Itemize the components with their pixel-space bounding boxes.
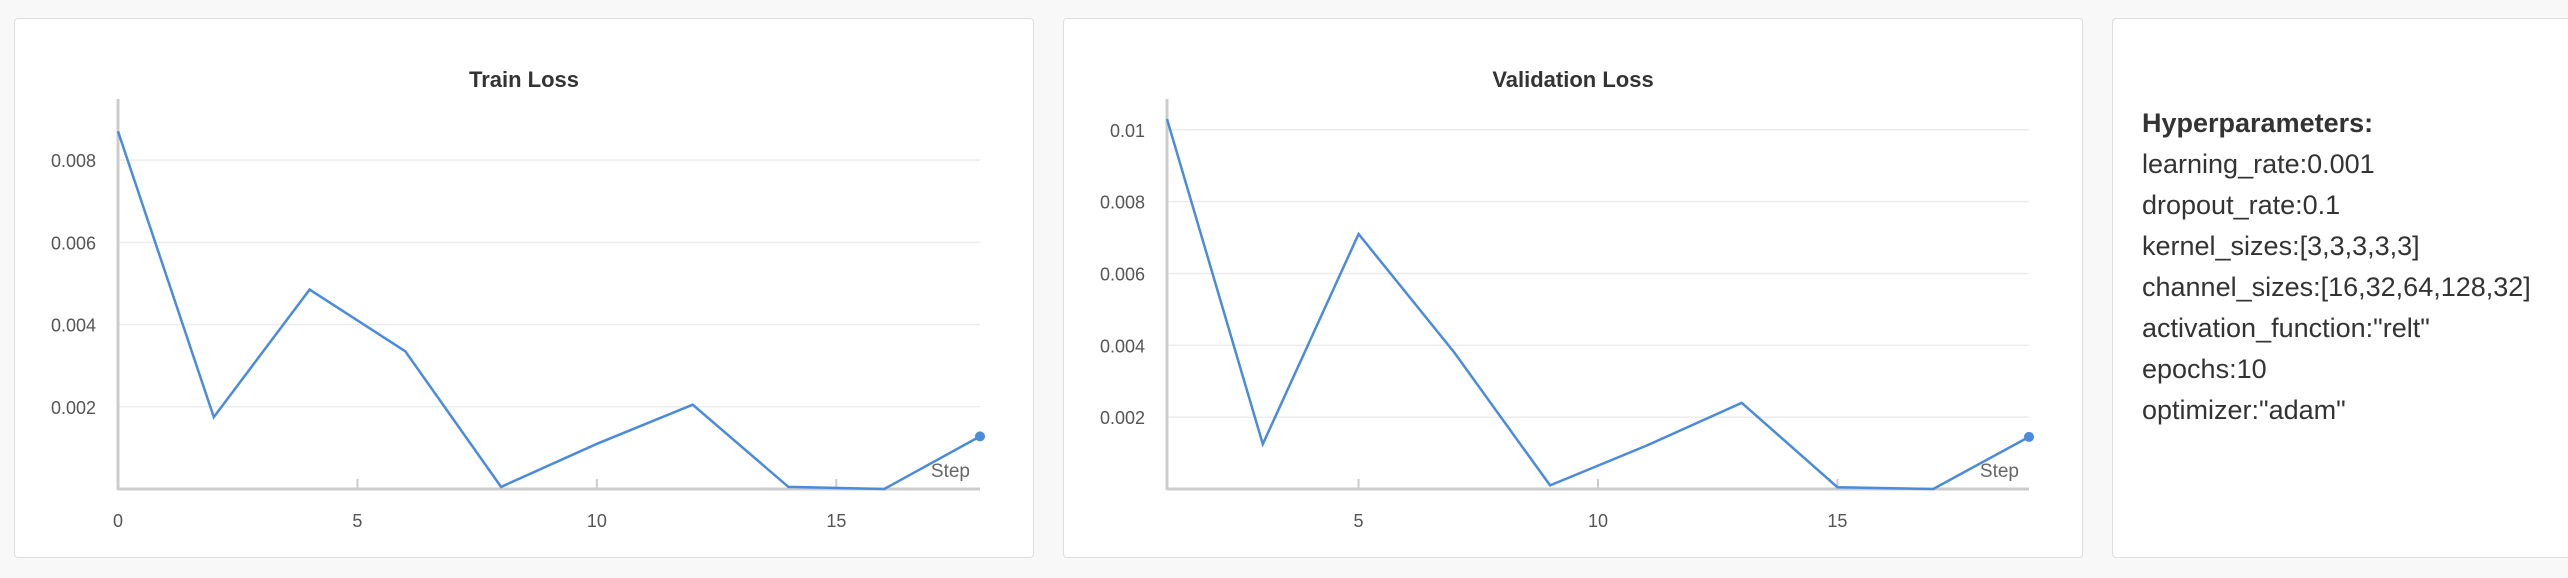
loss-series-line xyxy=(116,130,981,491)
y-tick-label: 0.008 xyxy=(1100,193,1145,213)
hyperparameters-heading: Hyperparameters: xyxy=(2142,108,2374,138)
chart-title: Train Loss xyxy=(468,67,580,92)
y-tick-label: 0.002 xyxy=(1100,408,1145,428)
y-tick-label: 0.01 xyxy=(1110,121,1145,141)
last-point-marker xyxy=(975,431,985,442)
x-tick-label: 10 xyxy=(1588,511,1608,531)
x-tick-label: 10 xyxy=(587,511,607,531)
hyperparameter-item: channel_sizes:[16,32,64,128,32] xyxy=(2142,272,2531,302)
x-tick-label: 15 xyxy=(826,511,846,531)
loss-series-line xyxy=(1165,118,2030,491)
y-tick-label: 0.008 xyxy=(51,151,96,171)
x-tick-label: 5 xyxy=(1354,511,1364,531)
y-tick-label: 0.006 xyxy=(51,233,96,253)
x-axis-label: Step xyxy=(1980,461,2019,482)
train-loss-panel: Train Loss 0.002 0.004 0.006 0.008 0 5 10 15 Ste… xyxy=(14,18,1034,558)
x-tick-label: 0 xyxy=(113,511,123,531)
hyperparameter-item: optimizer:"adam" xyxy=(2142,395,2346,425)
hyperparameter-item: activation_function:"relt" xyxy=(2142,313,2430,343)
hyperparameter-item: epochs:10 xyxy=(2142,354,2267,384)
hyperparameters-panel: Hyperparameters: learning_rate:0.001 dro… xyxy=(2112,18,2568,558)
validation-loss-panel: Validation Loss 0.002 0.004 0.006 0.008 0.01… xyxy=(1063,18,2083,558)
train-loss-chart[interactable]: 0.002 0.004 0.006 0.008 0 5 10 15 Step xyxy=(15,19,1035,559)
x-tick-label: 15 xyxy=(1827,511,1847,531)
y-tick-label: 0.006 xyxy=(1100,264,1145,284)
hyperparameters-list: Hyperparameters: learning_rate:0.001 dro… xyxy=(2142,103,2531,431)
hyperparameter-item: dropout_rate:0.1 xyxy=(2142,190,2341,220)
x-tick-label: 5 xyxy=(352,511,362,531)
y-tick-label: 0.004 xyxy=(1100,336,1145,356)
validation-loss-chart[interactable]: 0.002 0.004 0.006 0.008 0.01 5 10 15 Step xyxy=(1064,19,2084,559)
hyperparameter-item: learning_rate:0.001 xyxy=(2142,149,2375,179)
chart-title: Validation Loss xyxy=(1492,67,1654,92)
y-tick-label: 0.004 xyxy=(51,316,96,336)
y-tick-label: 0.002 xyxy=(51,398,96,418)
last-point-marker xyxy=(2024,431,2034,442)
hyperparameter-item: kernel_sizes:[3,3,3,3,3] xyxy=(2142,231,2420,261)
x-axis-label: Step xyxy=(931,461,970,482)
